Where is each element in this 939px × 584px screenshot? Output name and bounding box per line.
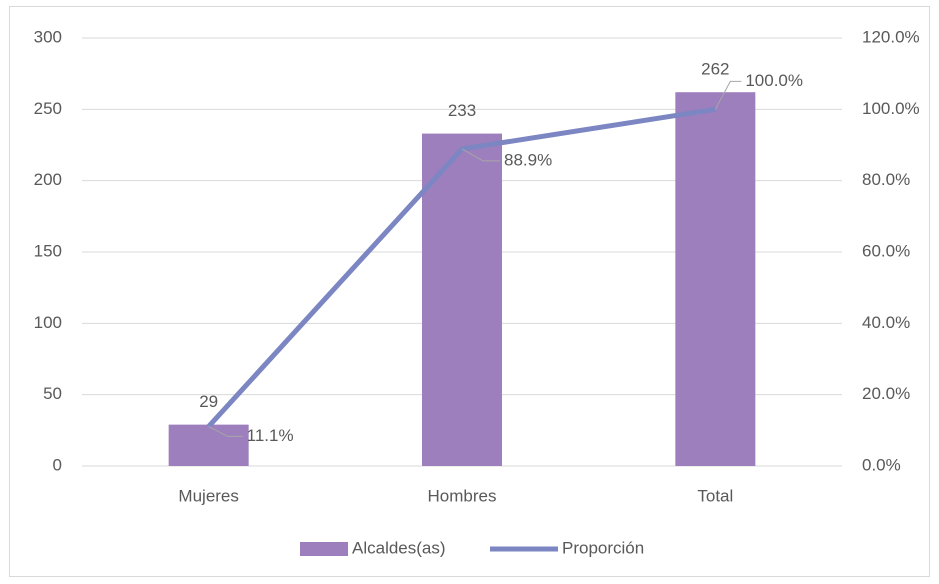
- y-tick-label: 0: [53, 455, 62, 474]
- y2-tick-label: 100.0%: [862, 99, 920, 118]
- x-tick-label: Hombres: [428, 486, 497, 505]
- y2-tick-label: 120.0%: [862, 27, 920, 46]
- bar-value-label: 262: [701, 60, 729, 79]
- legend-swatch: [300, 542, 348, 556]
- y-tick-label: 300: [34, 27, 62, 46]
- legend-label: Proporción: [562, 538, 644, 557]
- leader-line: [461, 148, 500, 162]
- bar-value-label: 233: [448, 101, 476, 120]
- y2-tick-label: 0.0%: [862, 455, 901, 474]
- x-tick-label: Total: [697, 486, 733, 505]
- line-value-label: 100.0%: [745, 71, 803, 90]
- bar: [675, 92, 756, 467]
- y-tick-label: 100: [34, 313, 62, 332]
- bar: [422, 133, 502, 466]
- leader-line: [208, 425, 243, 437]
- legend-label: Alcaldes(as): [352, 538, 446, 557]
- y-tick-label: 50: [43, 384, 62, 403]
- y2-tick-label: 40.0%: [862, 313, 910, 332]
- y-tick-label: 150: [34, 241, 62, 260]
- y2-tick-label: 60.0%: [862, 241, 910, 260]
- leader-line: [714, 80, 742, 110]
- y2-tick-label: 20.0%: [862, 384, 910, 403]
- x-tick-label: Mujeres: [178, 486, 238, 505]
- line: [206, 106, 716, 429]
- y2-tick-label: 80.0%: [862, 170, 910, 189]
- bar-value-label: 29: [199, 392, 218, 411]
- bar: [168, 424, 249, 466]
- y-tick-label: 250: [34, 99, 62, 118]
- y-tick-label: 200: [34, 170, 62, 189]
- line-value-label: 11.1%: [247, 426, 294, 445]
- line-value-label: 88.9%: [504, 150, 552, 169]
